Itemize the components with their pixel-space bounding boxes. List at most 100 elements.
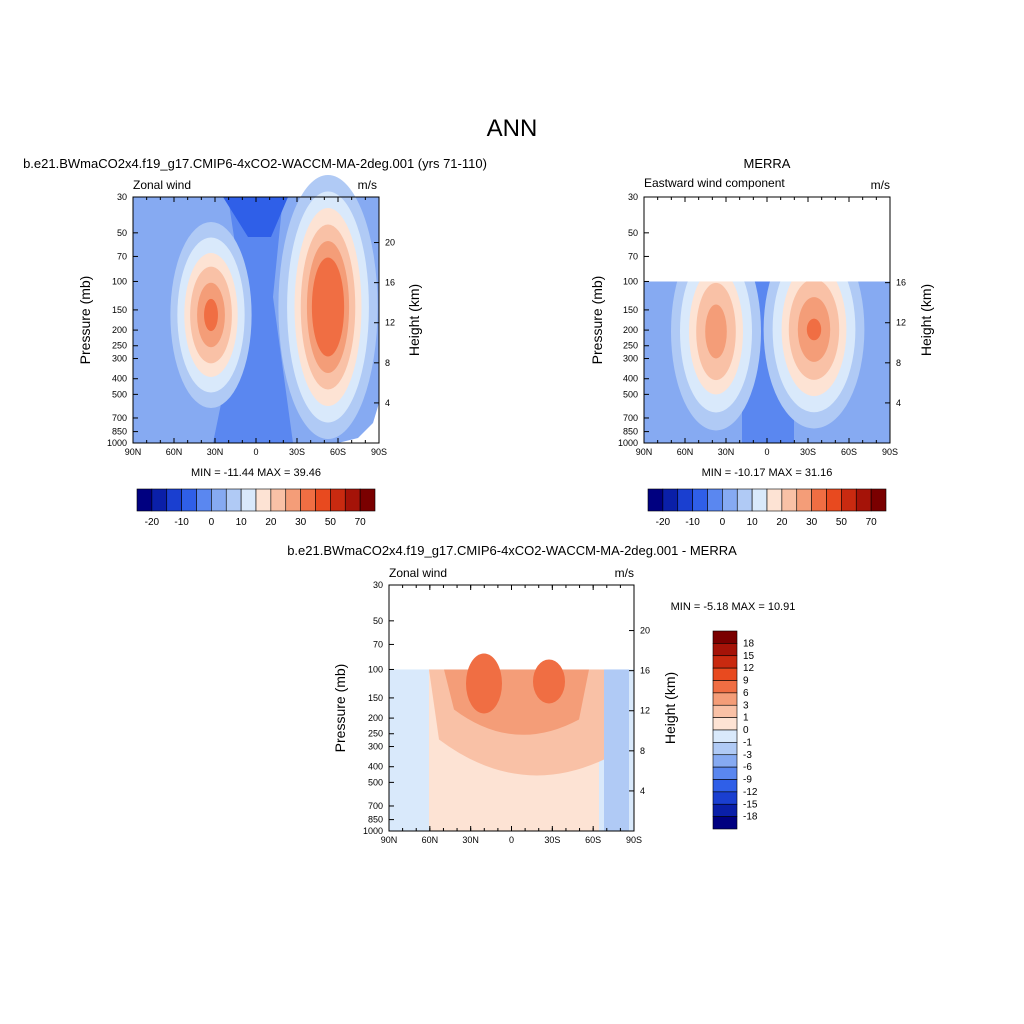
field-nh-jet-contour: [705, 304, 727, 359]
y-tick-label: 300: [623, 354, 638, 364]
panel-diff-left-label: Zonal wind: [389, 566, 447, 580]
colorbar-label: 18: [743, 638, 755, 649]
x-tick-label: 30S: [800, 447, 816, 457]
colorbar-label: 0: [743, 725, 749, 736]
panel-diff-ylabel: Pressure (mb): [332, 664, 348, 753]
y-tick-label: 30: [628, 192, 638, 202]
y-tick-label: 200: [112, 325, 127, 335]
x-tick-label: 0: [764, 447, 769, 457]
y-tick-label: 300: [368, 742, 383, 752]
colorbar-swatch: [196, 488, 212, 512]
colorbar-label: 20: [265, 517, 277, 528]
colorbar-swatch: [255, 488, 272, 512]
y-tick-label: 150: [623, 305, 638, 315]
colorbar-label: -10: [174, 517, 189, 528]
colorbar-swatch: [712, 643, 738, 657]
field-positive-9: [466, 653, 502, 714]
colorbar-swatch: [270, 488, 287, 512]
x-tick-label: 90N: [381, 835, 398, 845]
colorbar-label: -1: [743, 737, 752, 748]
panel-obs-units: m/s: [871, 178, 890, 192]
panel-model-stats: MIN = -11.44 MAX = 39.46: [191, 467, 321, 479]
colorbar-swatch: [712, 655, 738, 669]
colorbar-swatch: [315, 488, 331, 512]
figure-title: ANN: [487, 115, 538, 142]
panel-model-ylabel: Pressure (mb): [77, 276, 93, 365]
colorbar-swatch: [736, 488, 753, 512]
height-tick-label: 8: [896, 358, 901, 368]
y-tick-label: 150: [112, 305, 127, 315]
colorbar-swatch: [712, 766, 738, 780]
colorbar-swatch: [662, 488, 679, 512]
colorbar-swatch: [712, 803, 738, 817]
colorbar-swatch: [722, 488, 738, 512]
colorbar-label: 6: [743, 688, 749, 699]
colorbar-swatch: [826, 488, 842, 512]
colorbar-label: -20: [656, 517, 671, 528]
y-tick-label: 850: [112, 427, 127, 437]
colorbar-label: -12: [743, 787, 758, 798]
y-tick-label: 500: [368, 777, 383, 787]
colorbar-swatch: [712, 742, 738, 756]
x-tick-label: 30N: [462, 835, 479, 845]
y-tick-label: 200: [623, 325, 638, 335]
panel-obs-ylabel-right: Height (km): [918, 284, 934, 356]
colorbar-swatch: [712, 729, 738, 743]
height-tick-label: 20: [385, 238, 395, 248]
x-tick-label: 60S: [841, 447, 857, 457]
colorbar-swatch: [751, 488, 768, 512]
panel-diff: b.e21.BWmaCO2x4.f19_g17.CMIP6-4xCO2-WACC…: [287, 543, 795, 845]
colorbar-label: 3: [743, 700, 749, 711]
colorbar-label: -15: [743, 799, 758, 810]
x-tick-label: 60S: [330, 447, 346, 457]
colorbar-swatch: [225, 488, 242, 512]
field-strong-easterly: [223, 197, 288, 237]
x-tick-label: 60N: [422, 835, 439, 845]
colorbar-swatch: [211, 488, 227, 512]
y-tick-label: 250: [368, 729, 383, 739]
colorbar-label: 30: [295, 517, 307, 528]
panel-obs-stats: MIN = -10.17 MAX = 31.16: [702, 467, 833, 479]
colorbar-swatch: [811, 488, 827, 512]
y-tick-label: 700: [623, 413, 638, 423]
colorbar-swatch: [151, 488, 168, 512]
y-tick-label: 50: [117, 228, 127, 238]
colorbar-label: -10: [685, 517, 700, 528]
x-tick-label: 90S: [626, 835, 642, 845]
colorbar-swatch: [712, 667, 738, 681]
height-tick-label: 4: [385, 398, 390, 408]
panel-obs-ylabel: Pressure (mb): [589, 276, 605, 365]
colorbar-swatch: [712, 754, 738, 768]
x-tick-label: 90S: [882, 447, 898, 457]
panel-diff-units: m/s: [615, 566, 634, 580]
y-tick-label: 700: [112, 413, 127, 423]
panel-obs-colorbar: -20 -10 0 10 20 30 50 70: [647, 488, 887, 528]
panel-obs-title: MERRA: [744, 156, 791, 171]
colorbar-label: -20: [145, 517, 160, 528]
y-tick-label: 30: [373, 580, 383, 590]
y-tick-label: 850: [368, 815, 383, 825]
y-tick-label: 500: [623, 389, 638, 399]
panel-diff-ylabel-right: Height (km): [662, 672, 678, 744]
height-tick-label: 8: [385, 358, 390, 368]
y-tick-label: 100: [623, 276, 638, 286]
colorbar-label: 70: [355, 517, 367, 528]
y-tick-label: 70: [373, 639, 383, 649]
colorbar-swatch: [796, 488, 812, 512]
y-tick-label: 400: [368, 762, 383, 772]
field-no-data: [644, 197, 890, 282]
colorbar-swatch: [712, 692, 738, 706]
colorbar-swatch: [166, 488, 182, 512]
x-tick-label: 30S: [289, 447, 305, 457]
y-tick-label: 250: [623, 341, 638, 351]
height-tick-label: 20: [640, 626, 650, 636]
field-topography-mask: [338, 403, 379, 443]
colorbar-label: 10: [236, 517, 248, 528]
height-tick-label: 16: [896, 278, 906, 288]
colorbar-label: -6: [743, 762, 752, 773]
panel-model-title: b.e21.BWmaCO2x4.f19_g17.CMIP6-4xCO2-WACC…: [23, 156, 487, 171]
height-tick-label: 12: [385, 318, 395, 328]
colorbar-swatch: [181, 488, 197, 512]
x-tick-label: 30N: [207, 447, 224, 457]
